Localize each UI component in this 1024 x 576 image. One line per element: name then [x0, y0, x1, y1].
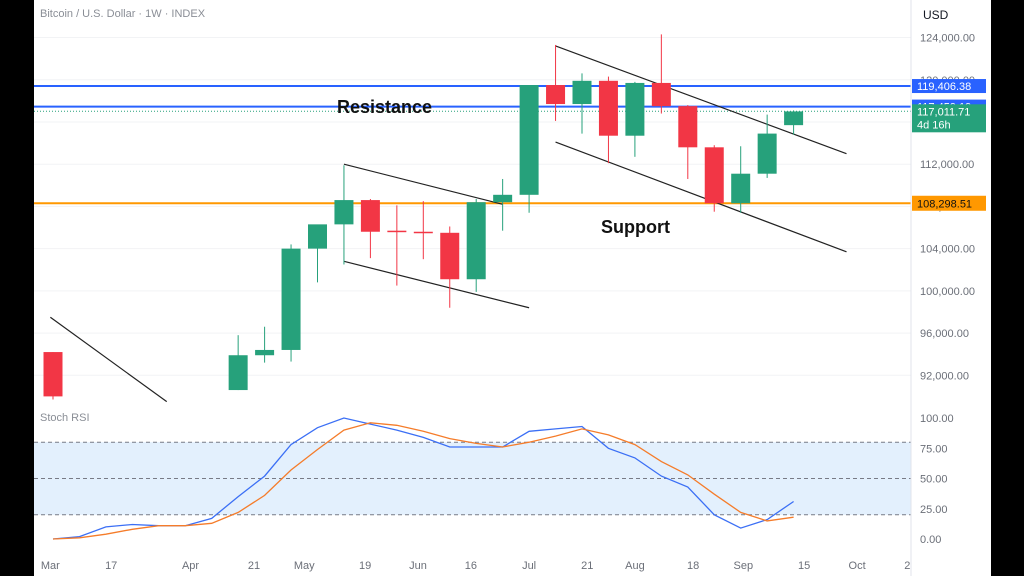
currency-label[interactable]: USD	[923, 8, 949, 22]
channel-line	[555, 141, 847, 253]
candle-body	[784, 111, 804, 126]
candle-body	[387, 230, 407, 233]
time-tick-label: 19	[359, 560, 371, 572]
time-axis-ticks: Mar 17 Apr 21 May 19 Jun 16 Jul 21 Aug 18 Sep 15 Oct 2	[41, 560, 911, 572]
price-tick-label: 104,000.00	[920, 244, 975, 256]
stoch-axis-ticks: 100.00 75.00 50.00 25.00 0.00	[920, 413, 954, 546]
price-tick-label: 124,000.00	[920, 33, 975, 45]
resistance-upper-tag: 119,406.38	[917, 81, 971, 93]
stoch-rsi-label: Stoch RSI	[40, 412, 90, 424]
candle-body	[493, 194, 513, 203]
price-tick-label: 100,000.00	[920, 286, 975, 298]
candle-body	[466, 202, 486, 280]
time-tick-label: 16	[465, 560, 477, 572]
symbol-title: Bitcoin / U.S. Dollar · 1W · INDEX	[40, 8, 206, 20]
last-price-tag-bg	[912, 104, 986, 133]
time-tick-label: Jun	[409, 560, 427, 572]
time-tick-label: Jul	[522, 560, 536, 572]
candle-body	[519, 85, 539, 195]
time-tick-label: Oct	[849, 560, 866, 572]
stoch-tick-label: 50.00	[920, 474, 948, 486]
stoch-tick-label: 25.00	[920, 504, 948, 516]
chart-frame: 124,000.00120,000.00116,000.00112,000.00…	[34, 0, 991, 576]
chart-canvas: 124,000.00120,000.00116,000.00112,000.00…	[34, 0, 991, 576]
candle-body	[625, 82, 645, 136]
candle-body	[413, 231, 433, 234]
last-price-tag: 117,011.71	[917, 106, 970, 118]
channel-line	[343, 260, 530, 309]
stoch-tick-label: 100.00	[920, 413, 954, 425]
candle-body	[546, 85, 566, 105]
price-tick-label: 112,000.00	[920, 159, 974, 171]
stoch-line-d	[52, 422, 794, 540]
support-tag-bg	[912, 195, 986, 211]
candle-body	[360, 200, 380, 232]
candle-body	[598, 80, 618, 136]
candle-body	[757, 133, 777, 174]
channel-line	[343, 163, 503, 205]
time-tick-label: 17	[105, 560, 117, 572]
resistance-upper-tag-bg	[912, 79, 986, 94]
price-tick-label: 92,000.00	[920, 370, 969, 382]
support-tag: 108,298.51	[917, 198, 972, 210]
stoch-series	[52, 417, 794, 540]
price-tick-label: 96,000.00	[920, 328, 969, 340]
candle-body	[334, 200, 354, 225]
candle-body	[255, 349, 275, 356]
candle-body	[731, 173, 751, 204]
time-tick-label: Sep	[734, 560, 754, 572]
candles	[43, 34, 804, 400]
candle-body	[43, 352, 63, 397]
candle-body	[704, 147, 724, 204]
support-label: Support	[601, 217, 670, 237]
time-tick-label: May	[294, 560, 315, 572]
time-tick-label: 15	[798, 560, 810, 572]
stoch-tick-label: 0.00	[920, 534, 941, 546]
candle-body	[281, 248, 301, 350]
time-tick-label: Mar	[41, 560, 60, 572]
candle-body	[572, 80, 592, 105]
channel-lines	[50, 45, 847, 403]
time-tick-label: Apr	[182, 560, 199, 572]
candle-body	[308, 224, 327, 249]
time-tick-label: Aug	[625, 560, 645, 572]
candle-body	[228, 355, 248, 391]
countdown-tag: 4d 16h	[917, 119, 951, 131]
time-tick-label: 21	[581, 560, 593, 572]
candle-body	[678, 106, 698, 148]
stoch-band-lines	[34, 441, 911, 516]
channel-line	[555, 45, 847, 155]
time-tick-label: 18	[687, 560, 699, 572]
resistance-label: Resistance	[337, 97, 432, 117]
candle-body	[651, 82, 671, 107]
candle-body	[440, 232, 460, 280]
channel-line	[50, 316, 168, 403]
time-tick-label: 21	[248, 560, 260, 572]
stoch-tick-label: 75.00	[920, 443, 948, 455]
time-tick-label: 2	[904, 560, 910, 572]
